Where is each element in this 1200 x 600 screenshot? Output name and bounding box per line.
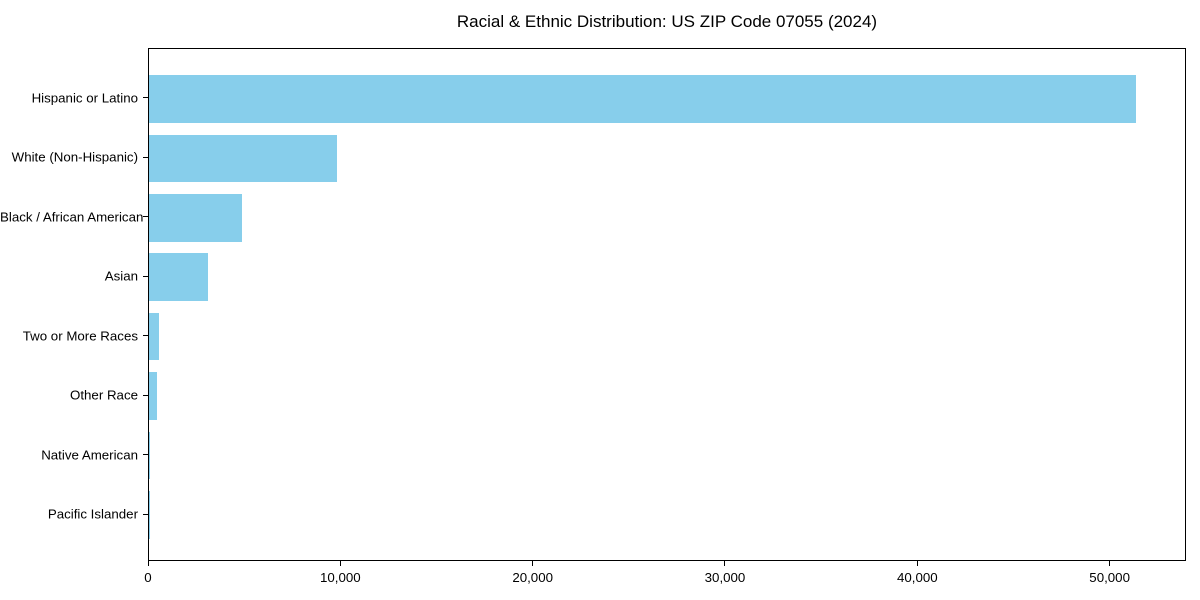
chart-title: Racial & Ethnic Distribution: US ZIP Cod… (456, 12, 878, 31)
x-tick-mark (339, 561, 341, 566)
y-tick-mark (143, 335, 148, 337)
x-tick-label-0: 0 (144, 570, 152, 585)
x-tick-mark (147, 561, 149, 566)
x-tick-mark (532, 561, 534, 566)
bar-hispanic-or-latino (149, 75, 1136, 123)
y-tick-mark (143, 275, 148, 277)
bar-black-african-american (149, 194, 243, 242)
x-tick-label-20000: 20,000 (512, 570, 553, 585)
x-tick-label-30000: 30,000 (704, 570, 746, 585)
x-tick-label-40000: 40,000 (896, 570, 938, 585)
x-tick-mark (724, 561, 726, 566)
y-tick-label-black-african-american: Black / African American (0, 209, 144, 225)
y-tick-label-asian: Asian (104, 268, 138, 284)
y-tick-mark (143, 394, 148, 396)
y-tick-mark (143, 156, 148, 158)
y-tick-label-native-american: Native American (41, 447, 138, 463)
plot-area (148, 48, 1186, 561)
y-tick-mark (143, 454, 148, 456)
bar-other-race (149, 372, 158, 420)
y-tick-label-other-race: Other Race (70, 387, 138, 403)
bar-asian (149, 253, 209, 302)
bar-two-or-more-races (149, 312, 159, 361)
y-tick-mark (143, 513, 148, 515)
x-tick-mark (916, 561, 918, 566)
x-tick-label-50000: 50,000 (1089, 570, 1130, 585)
bar-white-non-hispanic (149, 134, 338, 183)
y-tick-label-white-non-hispanic: White (Non-Hispanic) (11, 149, 138, 165)
y-tick-label-two-or-more-races: Two or More Races (22, 328, 138, 344)
y-tick-label-pacific-islander: Pacific Islander (47, 506, 138, 522)
bar-native-american (149, 431, 150, 480)
y-tick-label-hispanic-or-latino: Hispanic or Latino (31, 90, 138, 106)
x-tick-mark (1109, 561, 1111, 566)
y-tick-mark (143, 97, 148, 99)
x-tick-label-10000: 10,000 (319, 570, 361, 585)
y-tick-mark (143, 216, 148, 218)
